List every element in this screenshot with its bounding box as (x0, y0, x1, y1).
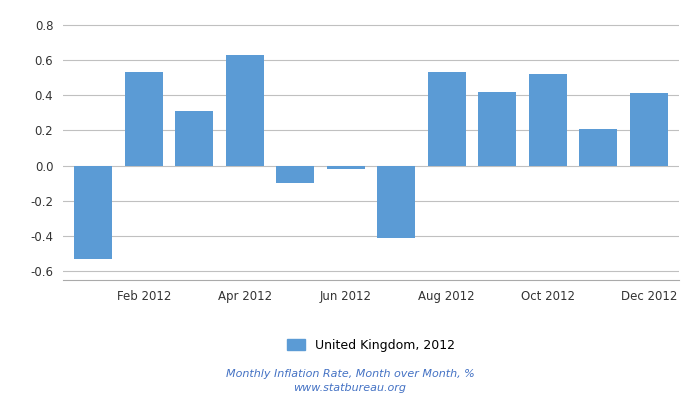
Bar (276, 166, 314, 183)
Bar (630, 94, 668, 166)
Bar (74, 166, 112, 259)
Bar (327, 166, 365, 169)
Text: Monthly Inflation Rate, Month over Month, %: Monthly Inflation Rate, Month over Month… (225, 369, 475, 379)
Bar (478, 92, 516, 166)
Bar (377, 166, 415, 238)
Bar (580, 129, 617, 166)
Bar (175, 111, 214, 166)
Legend: United Kingdom, 2012: United Kingdom, 2012 (281, 334, 461, 357)
Bar (528, 74, 567, 166)
Text: www.statbureau.org: www.statbureau.org (293, 383, 407, 393)
Bar (226, 55, 264, 166)
Bar (125, 72, 162, 166)
Bar (428, 72, 466, 166)
